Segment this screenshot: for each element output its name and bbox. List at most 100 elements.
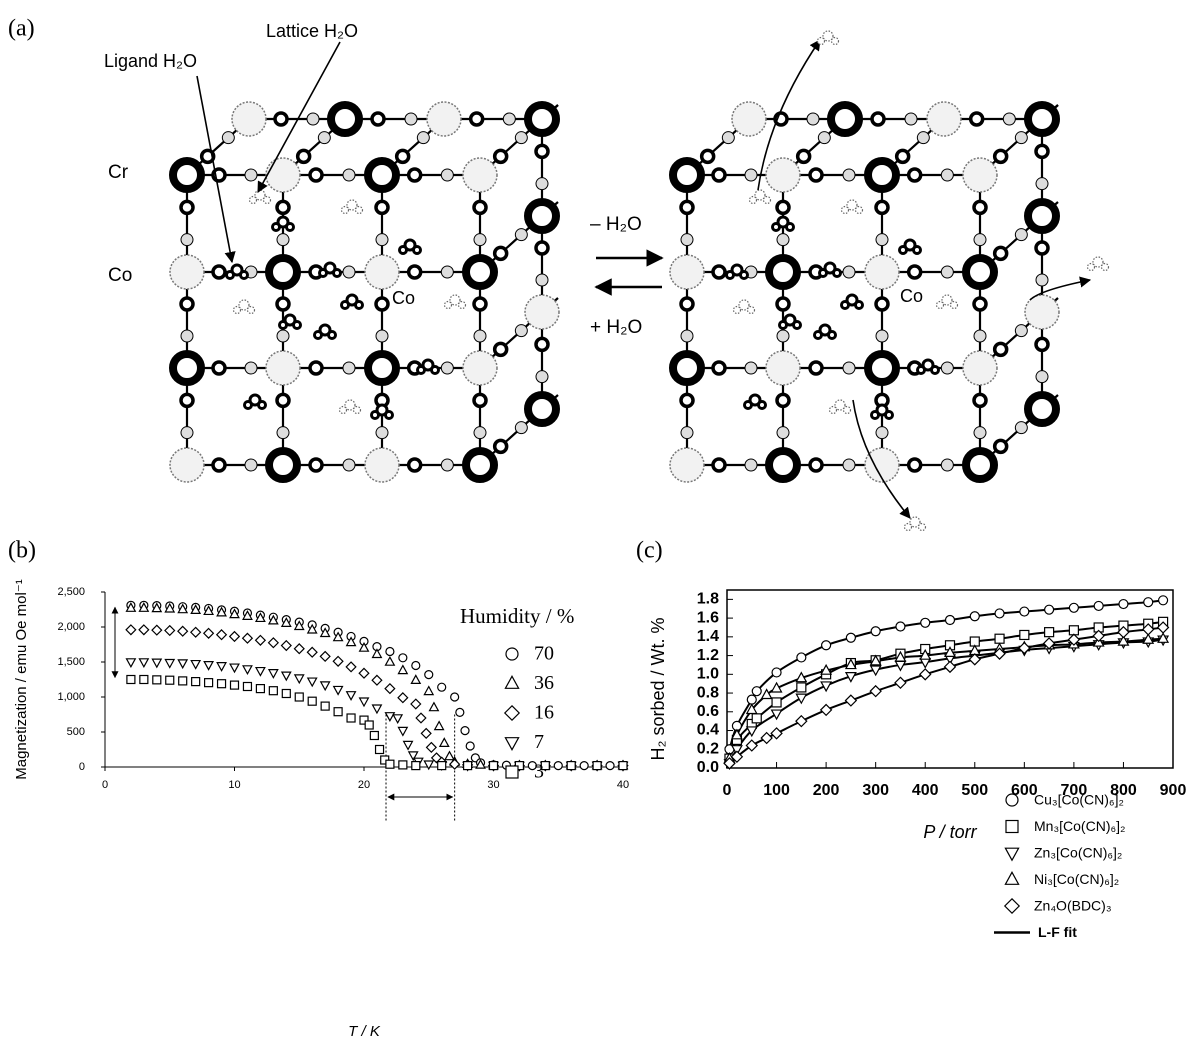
legend-label: 16 [534, 702, 554, 724]
marker [125, 624, 137, 636]
water-atom [243, 400, 253, 410]
marker [1157, 595, 1169, 606]
water-atom [743, 400, 753, 410]
water-atom [248, 195, 258, 205]
bridge-atom [973, 426, 987, 440]
marker [151, 602, 163, 613]
marker [1019, 629, 1030, 641]
bridge-atom [992, 438, 1009, 455]
marker [410, 674, 422, 685]
marker [345, 691, 357, 701]
bridge-atom [744, 361, 758, 375]
water-atom [225, 270, 235, 280]
marker [944, 646, 956, 657]
bridge-atom [906, 264, 923, 280]
water-atom [830, 36, 840, 46]
water-atom [845, 293, 859, 307]
bridge-atom [404, 112, 418, 126]
marker [202, 627, 215, 639]
bridge-atom [317, 131, 331, 145]
marker [844, 671, 857, 683]
marker [281, 688, 291, 699]
water-atom [257, 400, 267, 410]
bridge-atom [940, 361, 954, 375]
bridge-atom [406, 457, 423, 473]
bridge-atom [972, 296, 988, 312]
marker [190, 604, 202, 615]
bridge-atom [308, 457, 324, 473]
marker [191, 676, 201, 687]
bridge-atom [179, 392, 195, 409]
marker [397, 692, 409, 704]
water-atom [375, 403, 389, 417]
water-atom [398, 245, 408, 255]
marker [369, 730, 379, 741]
bridge-atom [680, 329, 694, 343]
diagram-label: + H₂O [590, 317, 642, 338]
co-atom [462, 157, 498, 193]
marker [503, 704, 521, 722]
plot-frame [726, 589, 1174, 769]
bridge-atom [244, 458, 258, 472]
co-atom [864, 447, 900, 483]
water-atom [832, 268, 842, 278]
marker [1044, 627, 1055, 638]
marker [918, 668, 932, 681]
bridge-atom [1014, 228, 1028, 242]
bridge-atom [416, 131, 430, 145]
marker [1004, 847, 1020, 862]
bridge-atom [276, 233, 290, 247]
marker [1005, 793, 1019, 807]
cr-atom [524, 391, 560, 427]
water-atom [875, 403, 889, 417]
marker [267, 637, 279, 649]
panel-label: (c) [636, 538, 663, 564]
bridge-atom [973, 233, 987, 247]
marker [280, 639, 292, 652]
water-atom [230, 263, 244, 277]
marker [425, 741, 437, 754]
marker [190, 626, 202, 638]
bridge-atom [342, 361, 356, 375]
marker [151, 624, 163, 636]
marker [770, 727, 783, 740]
water-atom [816, 36, 826, 46]
bridge-atom [776, 233, 790, 247]
marker [751, 686, 762, 697]
fit-line [726, 638, 1164, 769]
diagram-label: Co [108, 265, 132, 286]
marker [745, 703, 758, 715]
x-tick-label: 400 [912, 782, 939, 799]
marker [164, 624, 176, 637]
water-atom [783, 313, 797, 327]
marker [374, 744, 385, 755]
bridge-atom [972, 199, 988, 216]
marker [229, 663, 240, 674]
water-atom [318, 323, 332, 337]
marker [423, 685, 435, 696]
water-atom [345, 293, 359, 307]
co-atom [962, 157, 998, 193]
marker [920, 617, 931, 628]
marker [845, 632, 856, 643]
bridge-atom [711, 264, 727, 280]
marker [504, 675, 520, 689]
cr-atom [462, 254, 498, 290]
bridge-atom [406, 167, 423, 183]
marker [306, 623, 318, 634]
marker [730, 750, 744, 764]
bridge-atom [842, 168, 856, 182]
bridge-atom [806, 112, 820, 126]
marker [450, 692, 460, 702]
marker [760, 731, 773, 745]
diagram-label: Cr [108, 162, 129, 183]
marker [821, 640, 832, 651]
bridge-atom [276, 426, 290, 440]
water-atom [332, 268, 342, 278]
bridge-atom [842, 265, 856, 279]
water-atom [898, 245, 908, 255]
marker [165, 675, 175, 685]
marker [332, 685, 344, 696]
marker [254, 666, 266, 677]
bridge-atom [906, 167, 923, 183]
